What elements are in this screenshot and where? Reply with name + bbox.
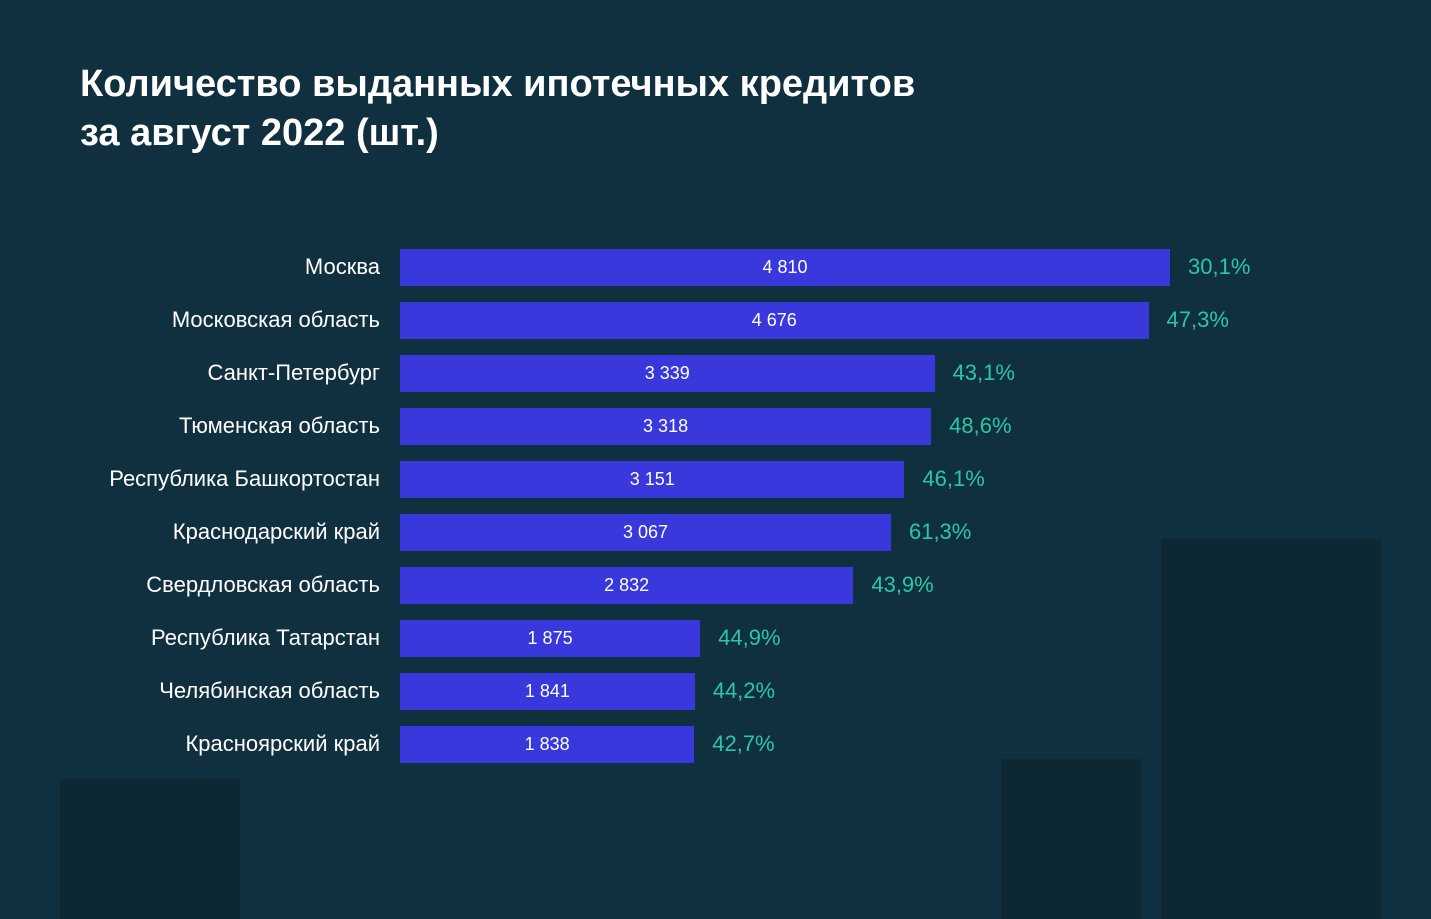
- bar-container: 3 151 46,1%: [400, 461, 1351, 498]
- chart-row: Москва 4 810 30,1%: [80, 249, 1351, 286]
- bar-container: 3 318 48,6%: [400, 408, 1351, 445]
- chart-row: Тюменская область 3 318 48,6%: [80, 408, 1351, 445]
- bar: 4 676: [400, 302, 1149, 339]
- bar: 1 838: [400, 726, 694, 763]
- bar-value: 3 151: [630, 469, 675, 490]
- bar: 2 832: [400, 567, 853, 604]
- bar-value: 3 339: [645, 363, 690, 384]
- bg-decoration: [1001, 759, 1141, 919]
- chart-row: Республика Башкортостан 3 151 46,1%: [80, 461, 1351, 498]
- bar-value: 4 810: [762, 257, 807, 278]
- percent-label: 43,1%: [953, 360, 1015, 386]
- bar-value: 1 838: [525, 734, 570, 755]
- chart-title: Количество выданных ипотечных кредитов з…: [80, 60, 1351, 159]
- percent-label: 42,7%: [712, 731, 774, 757]
- row-label: Свердловская область: [80, 572, 400, 598]
- percent-label: 44,2%: [713, 678, 775, 704]
- row-label: Москва: [80, 254, 400, 280]
- percent-label: 43,9%: [871, 572, 933, 598]
- bar-value: 3 318: [643, 416, 688, 437]
- bar-value: 2 832: [604, 575, 649, 596]
- bar: 3 339: [400, 355, 935, 392]
- bar-value: 3 067: [623, 522, 668, 543]
- bar-chart: Москва4 81030,1%Московская область4 6764…: [80, 249, 1351, 763]
- bar: 1 875: [400, 620, 700, 657]
- percent-label: 44,9%: [718, 625, 780, 651]
- chart-row: Московская область 4 676 47,3%: [80, 302, 1351, 339]
- bar-value: 1 841: [525, 681, 570, 702]
- title-line-1: Количество выданных ипотечных кредитов: [80, 63, 915, 105]
- percent-label: 47,3%: [1167, 307, 1229, 333]
- chart-row: Челябинская область 1 841 44,2%: [80, 673, 1351, 710]
- chart-row: Краснодарский край 3 067 61,3%: [80, 514, 1351, 551]
- title-line-2: за август 2022 (шт.): [80, 112, 439, 154]
- chart-row: Санкт-Петербург 3 339 43,1%: [80, 355, 1351, 392]
- bar-value: 4 676: [752, 310, 797, 331]
- row-label: Республика Татарстан: [80, 625, 400, 651]
- row-label: Челябинская область: [80, 678, 400, 704]
- chart-row: Республика Татарстан 1 875 44,9%: [80, 620, 1351, 657]
- row-label: Краснодарский край: [80, 519, 400, 545]
- bar-container: 4 676 47,3%: [400, 302, 1351, 339]
- bar: 3 067: [400, 514, 891, 551]
- bar: 4 810: [400, 249, 1170, 286]
- bar: 1 841: [400, 673, 695, 710]
- bar: 3 318: [400, 408, 931, 445]
- bar-container: 2 832 43,9%: [400, 567, 1351, 604]
- bar-value: 1 875: [528, 628, 573, 649]
- chart-row: Красноярский край 1 838 42,7%: [80, 726, 1351, 763]
- percent-label: 61,3%: [909, 519, 971, 545]
- bg-decoration: [60, 779, 240, 919]
- bar-container: 1 841 44,2%: [400, 673, 1351, 710]
- percent-label: 48,6%: [949, 413, 1011, 439]
- percent-label: 46,1%: [922, 466, 984, 492]
- bar-container: 1 875 44,9%: [400, 620, 1351, 657]
- row-label: Республика Башкортостан: [80, 466, 400, 492]
- percent-label: 30,1%: [1188, 254, 1250, 280]
- bar-container: 4 810 30,1%: [400, 249, 1351, 286]
- chart-row: Свердловская область 2 832 43,9%: [80, 567, 1351, 604]
- bar-container: 1 838 42,7%: [400, 726, 1351, 763]
- row-label: Московская область: [80, 307, 400, 333]
- bar-container: 3 339 43,1%: [400, 355, 1351, 392]
- row-label: Санкт-Петербург: [80, 360, 400, 386]
- bar-container: 3 067 61,3%: [400, 514, 1351, 551]
- row-label: Тюменская область: [80, 413, 400, 439]
- bar: 3 151: [400, 461, 904, 498]
- row-label: Красноярский край: [80, 731, 400, 757]
